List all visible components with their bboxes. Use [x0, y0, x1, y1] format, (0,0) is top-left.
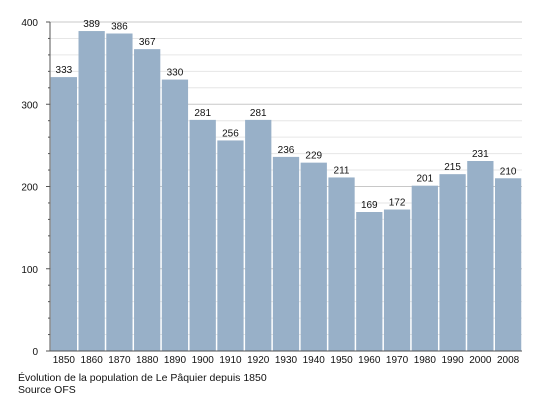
data-label-1950: 211 — [334, 165, 350, 176]
bar-1910 — [217, 140, 244, 351]
data-label-1850: 333 — [56, 65, 73, 76]
x-tick-label: 1940 — [303, 355, 326, 366]
bar-1960 — [356, 211, 383, 351]
population-bar-chart: 333 389 386 367 330 281 256 281 236 229 211 169 172 2… — [21, 18, 522, 366]
data-label-1920: 281 — [250, 108, 267, 119]
bar-1890 — [161, 79, 189, 351]
x-tick-label: 2000 — [469, 355, 492, 366]
chart-source: Source OFS — [18, 384, 76, 396]
x-tick-label: 1980 — [414, 355, 437, 366]
data-label-1860: 389 — [83, 19, 100, 30]
x-tick-label: 1870 — [108, 355, 131, 366]
x-tick-label: 1960 — [358, 355, 381, 366]
data-label-1870: 386 — [111, 22, 128, 33]
data-label-1990: 215 — [444, 162, 461, 173]
x-tick-label: 1990 — [441, 355, 464, 366]
data-label-1930: 236 — [278, 145, 295, 156]
bar-2008 — [494, 178, 522, 351]
data-label-1880: 367 — [139, 37, 156, 48]
x-tick-label: 2008 — [497, 355, 520, 366]
bar-2000 — [467, 161, 494, 351]
bar-1870 — [106, 33, 133, 351]
data-label-1970: 172 — [389, 198, 406, 209]
x-tick-label: 1930 — [275, 355, 298, 366]
data-label-2000: 231 — [472, 149, 489, 160]
data-label-1980: 201 — [416, 174, 433, 185]
bar-1950 — [328, 177, 355, 351]
data-label-2008: 210 — [500, 166, 517, 177]
y-tick-label: 200 — [21, 183, 38, 194]
x-tick-label: 1900 — [192, 355, 215, 366]
x-tick-label: 1880 — [136, 355, 159, 366]
x-tick-label: 1910 — [219, 355, 242, 366]
data-label-1910: 256 — [222, 128, 239, 139]
data-label-1890: 330 — [167, 68, 184, 79]
bar-1850 — [50, 77, 78, 352]
bar-1900 — [189, 119, 216, 351]
bar-1980 — [411, 185, 438, 351]
data-label-1960: 169 — [361, 200, 378, 211]
x-tick-label: 1970 — [386, 355, 409, 366]
y-tick-label: 0 — [32, 347, 38, 358]
x-tick-label: 1890 — [164, 355, 187, 366]
bar-1970 — [383, 209, 411, 351]
bar-1930 — [272, 156, 300, 351]
y-tick-label: 400 — [21, 18, 38, 29]
bar-1860 — [78, 31, 105, 352]
bar-1940 — [300, 162, 327, 351]
x-tick-label: 1860 — [81, 355, 104, 366]
chart-caption: Évolution de la population de Le Pâquier… — [18, 372, 267, 384]
bar-1920 — [245, 119, 272, 351]
y-tick-label: 300 — [21, 100, 38, 111]
data-label-1940: 229 — [305, 151, 322, 162]
bar-1990 — [439, 174, 466, 351]
y-tick-label: 100 — [21, 265, 38, 276]
x-tick-label: 1950 — [330, 355, 353, 366]
x-tick-label: 1920 — [247, 355, 270, 366]
bar-1880 — [134, 49, 161, 352]
x-tick-label: 1850 — [53, 355, 76, 366]
data-label-1900: 281 — [194, 108, 211, 119]
